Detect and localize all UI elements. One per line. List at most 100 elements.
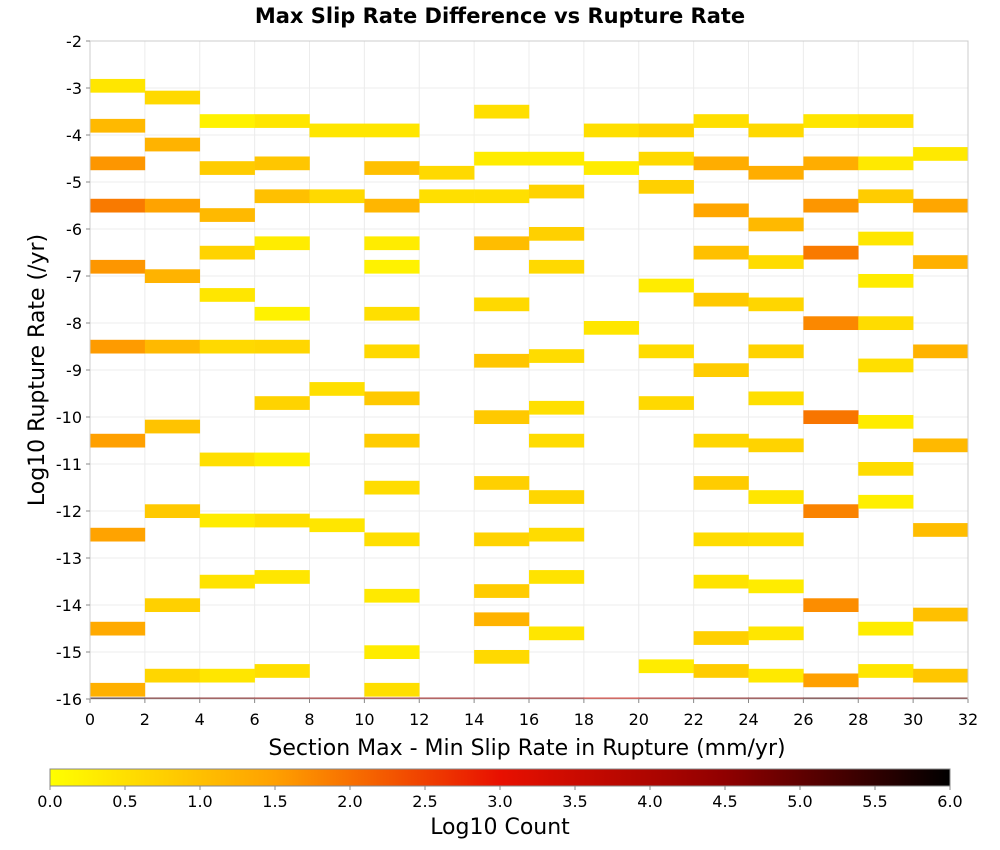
heatmap-cell-bottom <box>803 697 859 699</box>
heatmap-cell <box>913 523 969 537</box>
heatmap-cell <box>309 518 365 533</box>
heatmap-cell <box>254 114 310 128</box>
heatmap-cell <box>144 419 201 434</box>
heatmap-cell <box>364 344 420 359</box>
heatmap-cell <box>199 339 255 354</box>
y-tick-label: -5 <box>66 173 82 192</box>
colorbar-tick-label: 3.5 <box>562 792 587 811</box>
heatmap-cell <box>90 259 146 274</box>
heatmap-cell <box>419 165 475 180</box>
heatmap-cell <box>913 198 969 213</box>
x-tick-label: 16 <box>519 710 539 729</box>
x-axis-label: Section Max - Min Slip Rate in Rupture (… <box>268 736 785 761</box>
heatmap-cell <box>748 391 804 406</box>
heatmap-cell <box>254 306 310 321</box>
heatmap-cell <box>858 316 914 331</box>
colorbar-tick-label: 2.5 <box>412 792 437 811</box>
y-axis-label: Log10 Rupture Rate (/yr) <box>25 234 50 506</box>
heatmap-cell <box>364 588 420 603</box>
x-tick-label: 32 <box>958 710 978 729</box>
heatmap-cell <box>748 668 804 683</box>
x-tick-label: 28 <box>848 710 868 729</box>
x-tick-label: 30 <box>903 710 923 729</box>
heatmap-cell <box>254 664 310 678</box>
heatmap-cell <box>90 433 146 448</box>
colorbar <box>49 768 951 787</box>
y-tick-label: -6 <box>66 220 82 239</box>
heatmap-cell <box>199 574 255 589</box>
heatmap-cell <box>638 123 694 138</box>
heatmap-cell <box>309 189 365 204</box>
colorbar-tick-label: 5.0 <box>787 792 812 811</box>
x-tick-label: 22 <box>683 710 703 729</box>
heatmap-cell <box>803 114 859 128</box>
x-tick-label: 2 <box>140 710 150 729</box>
heatmap-cell <box>529 259 585 274</box>
y-tick-label: -15 <box>56 643 82 662</box>
heatmap-cell <box>364 532 420 547</box>
heatmap-cell <box>474 584 530 598</box>
heatmap-cell <box>364 645 420 660</box>
heatmap-cell <box>803 598 859 613</box>
heatmap-cell <box>693 114 749 128</box>
x-tick-label: 8 <box>304 710 314 729</box>
heatmap-cell <box>638 659 694 674</box>
heatmap-cell <box>199 245 255 260</box>
heatmap-cell <box>583 320 640 335</box>
heatmap-cell <box>858 189 914 204</box>
heatmap-cell <box>803 245 859 260</box>
heatmap-cell-bottom <box>913 697 969 699</box>
heatmap-cell <box>199 513 255 528</box>
heatmap-cell <box>858 273 914 288</box>
colorbar-ticks: 0.0 0.5 1.0 1.5 2.0 2.5 3.0 3.5 4.0 4.5 5.0 5.5 6.0 <box>37 786 963 811</box>
heatmap-cell <box>748 626 804 641</box>
heatmap-cell <box>144 598 201 613</box>
heatmap-cell <box>474 410 530 425</box>
heatmap-cell-bottom <box>419 697 475 699</box>
heatmap-cell <box>254 189 310 204</box>
heatmap-cell <box>474 236 530 251</box>
heatmap-cell <box>803 504 859 519</box>
heatmap-cell <box>529 184 585 199</box>
heatmap-cell <box>144 339 201 354</box>
heatmap-cell <box>858 114 914 128</box>
y-tick-label: -14 <box>56 596 82 615</box>
heatmap-cell <box>583 123 640 138</box>
heatmap-cell <box>748 255 804 269</box>
heatmap-cell <box>748 344 804 359</box>
heatmap-cell <box>364 259 420 274</box>
colorbar-tick-label: 1.0 <box>187 792 212 811</box>
heatmap-cell <box>364 682 420 697</box>
heatmap-cell <box>803 673 859 688</box>
heatmap-cell <box>748 438 804 453</box>
heatmap-cell <box>803 410 859 425</box>
y-tick-label: -7 <box>66 267 82 286</box>
heatmap-cell-bottom <box>638 697 694 699</box>
heatmap-cell <box>90 621 146 636</box>
heatmap-cell <box>748 217 804 232</box>
heatmap-cell <box>638 344 694 359</box>
heatmap-cell <box>529 151 585 166</box>
heatmap-cell <box>638 179 694 194</box>
heatmap-cell <box>364 433 420 448</box>
heatmap-cell <box>748 297 804 312</box>
heatmap-cell <box>254 156 310 171</box>
heatmap-cell <box>144 269 201 284</box>
heatmap-cell <box>803 198 859 213</box>
heatmap-cell <box>858 621 914 636</box>
heatmap-cell <box>693 203 749 218</box>
y-tick-label: -4 <box>66 126 82 145</box>
heatmap-cell <box>638 278 694 293</box>
y-tick-label: -8 <box>66 314 82 333</box>
y-tick-label: -12 <box>56 502 82 521</box>
heatmap-cells <box>90 78 969 699</box>
heatmap-cell <box>199 161 255 175</box>
heatmap-cell <box>144 504 201 519</box>
heatmap-cell <box>474 612 530 627</box>
heatmap-cell-bottom <box>583 697 640 699</box>
heatmap-cell <box>913 438 969 453</box>
y-tick-label: -13 <box>56 549 82 568</box>
heatmap-cell <box>254 396 310 410</box>
heatmap-cell <box>693 532 749 547</box>
